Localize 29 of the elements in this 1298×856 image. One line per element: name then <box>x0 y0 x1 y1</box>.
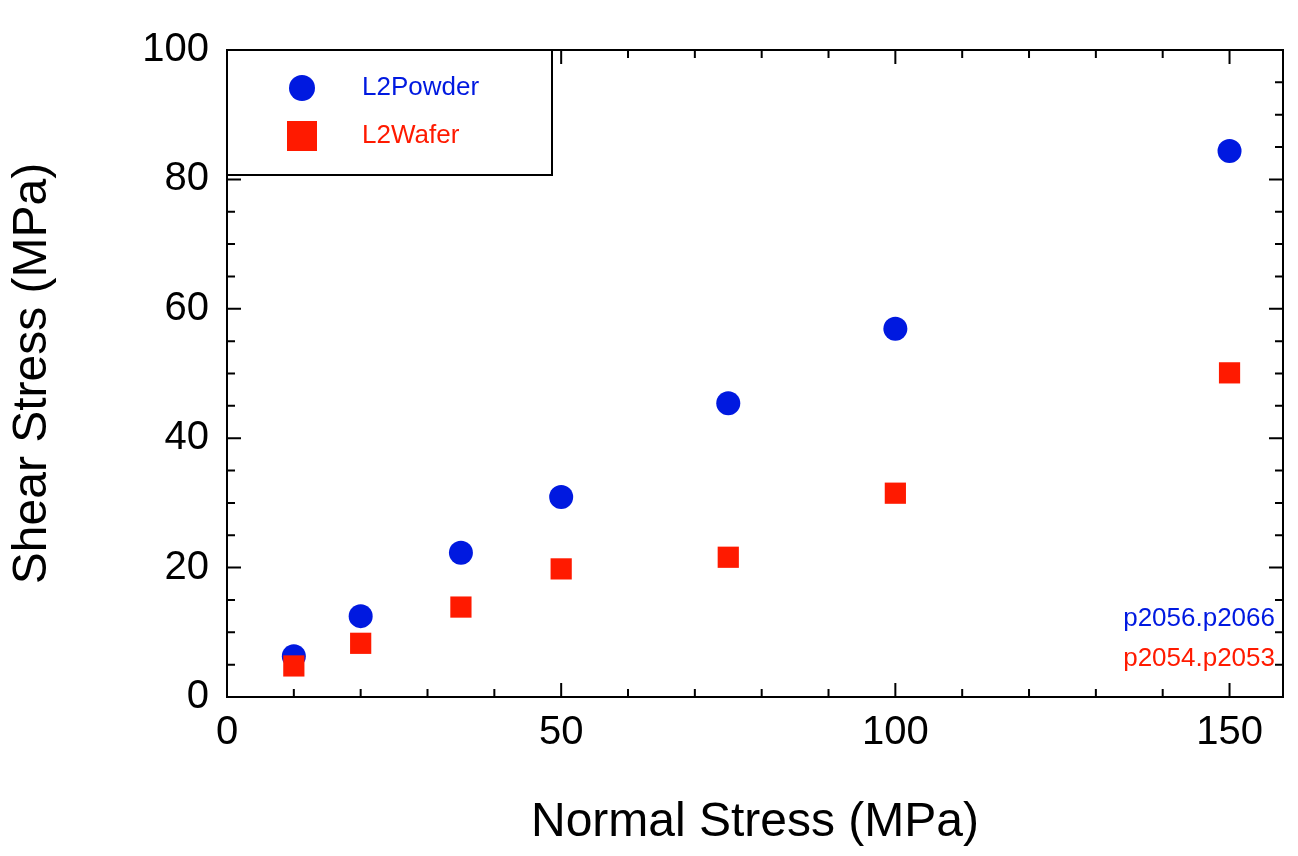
point <box>283 655 305 677</box>
y-tick-label: 100 <box>142 25 209 70</box>
annotation: p2054.p2053 <box>1123 642 1275 673</box>
x-tick-label: 150 <box>1196 708 1263 753</box>
y-tick-label: 0 <box>186 672 209 717</box>
y-axis-title: Shear Stress (MPa) <box>3 162 57 585</box>
x-tick-label: 100 <box>861 708 929 753</box>
y-tick-label: 80 <box>164 154 209 199</box>
x-tick-label: 50 <box>538 708 584 753</box>
point <box>1217 138 1242 163</box>
point <box>348 604 373 629</box>
y-tick-label: 40 <box>164 413 209 458</box>
point <box>883 316 908 341</box>
point <box>550 558 572 580</box>
point <box>450 596 472 618</box>
annotation: p2056.p2066 <box>1123 602 1275 633</box>
point <box>448 540 473 565</box>
point <box>549 485 574 510</box>
point <box>717 546 739 568</box>
point <box>884 482 906 504</box>
point <box>1218 362 1241 384</box>
x-axis-title: Normal Stress (MPa) <box>530 793 980 847</box>
x-tick-label: 0 <box>215 708 239 753</box>
point <box>350 632 372 654</box>
y-tick-label: 60 <box>164 283 209 328</box>
legend-label: L2Wafer <box>362 119 460 150</box>
y-tick-label: 20 <box>164 542 209 587</box>
point <box>716 391 741 416</box>
legend-label: L2Powder <box>362 71 480 102</box>
